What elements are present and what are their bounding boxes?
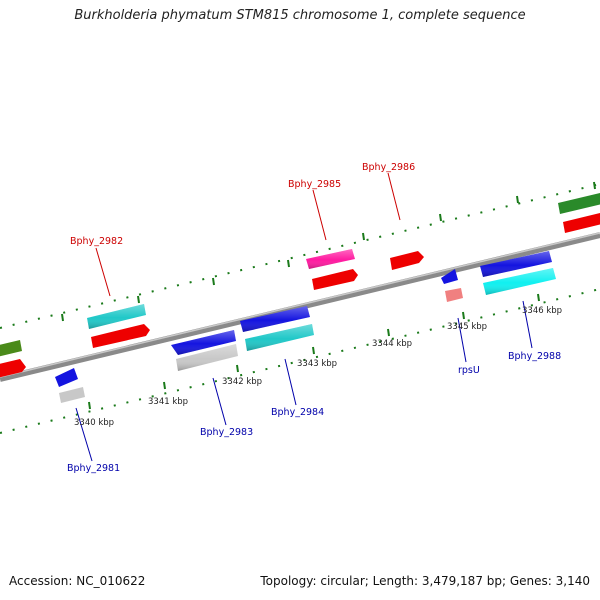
tick-label: 3342 kbp — [222, 377, 262, 387]
tick-label: 3345 kbp — [447, 322, 487, 332]
gene-arrow[interactable] — [441, 269, 458, 284]
tick-label: 3340 kbp — [74, 418, 114, 428]
gene-label[interactable]: Bphy_2983 — [200, 427, 253, 438]
label-leaders-bottom — [75, 300, 533, 462]
genome-summary: Topology: circular; Length: 3,479,187 bp… — [260, 574, 590, 588]
gene-arrow[interactable] — [312, 269, 358, 290]
gene-label[interactable]: Bphy_2982 — [70, 236, 123, 247]
accession-label: Accession: NC_010622 — [9, 574, 146, 588]
gene-arrow[interactable] — [445, 288, 463, 302]
gene-arrow[interactable] — [563, 213, 600, 233]
map-title: Burkholderia phymatum STM815 chromosome … — [74, 8, 526, 23]
gene-arrow[interactable] — [558, 193, 600, 214]
gene-arrow[interactable] — [55, 368, 78, 387]
tick-label: 3341 kbp — [148, 397, 188, 407]
label-leaders-top — [95, 172, 401, 297]
upper-major-ticks — [61, 181, 596, 322]
gene-arrow[interactable] — [0, 340, 22, 357]
tick-label: 3346 kbp — [522, 306, 562, 316]
gene-label[interactable]: Bphy_2986 — [362, 162, 415, 173]
gene-arrow[interactable] — [59, 387, 85, 403]
gene-arrows — [0, 193, 600, 403]
tick-label: 3344 kbp — [372, 339, 412, 349]
gene-label[interactable]: rpsU — [458, 365, 480, 376]
gene-label[interactable]: Bphy_2984 — [271, 407, 324, 418]
gene-label[interactable]: Bphy_2985 — [288, 179, 341, 190]
chromosome-backbone — [0, 232, 600, 382]
tick-label: 3343 kbp — [297, 359, 337, 369]
top-gene-labels: Bphy_2982 Bphy_2985 Bphy_2986 — [70, 162, 415, 247]
bottom-gene-labels: Bphy_2981 Bphy_2983 Bphy_2984 rpsU Bphy_… — [67, 351, 561, 474]
gene-arrow[interactable] — [0, 359, 26, 378]
gene-label[interactable]: Bphy_2981 — [67, 463, 120, 474]
gene-arrow[interactable] — [91, 324, 150, 348]
tick-labels: 3340 kbp 3341 kbp 3342 kbp 3343 kbp 3344… — [74, 306, 562, 428]
gene-arrow[interactable] — [390, 251, 424, 270]
gene-label[interactable]: Bphy_2988 — [508, 351, 561, 362]
major-ticks — [88, 293, 540, 410]
